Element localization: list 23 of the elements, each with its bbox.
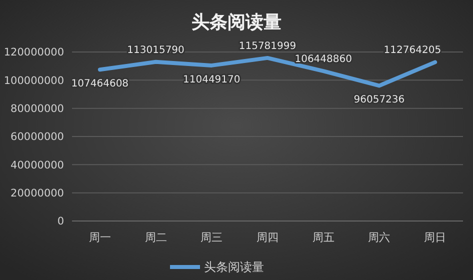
data-label: 106448860 — [294, 54, 352, 66]
chart-title: 头条阅读量 — [192, 12, 282, 33]
x-tick-label: 周四 — [256, 231, 278, 244]
data-label: 110449170 — [183, 74, 240, 86]
y-tick-label: 40000000 — [10, 159, 64, 172]
x-tick-label: 周一 — [88, 231, 111, 244]
y-tick-label: 20000000 — [10, 188, 64, 200]
y-tick-label: 60000000 — [10, 131, 64, 144]
x-tick-label: 周六 — [368, 231, 390, 244]
y-tick-label: 80000000 — [10, 103, 64, 116]
y-tick-label: 0 — [57, 216, 64, 228]
y-tick-label: 100000000 — [4, 74, 64, 87]
x-tick-label: 周五 — [312, 231, 334, 244]
data-label: 113015790 — [127, 44, 184, 56]
x-tick-label: 周二 — [144, 231, 167, 244]
x-tick-label: 周三 — [200, 231, 223, 244]
data-label: 112764205 — [384, 45, 442, 56]
legend-label: 头条阅读量 — [204, 260, 264, 274]
data-label: 115781999 — [238, 40, 296, 52]
y-tick-label: 120000000 — [4, 46, 64, 59]
data-label: 107464608 — [71, 78, 129, 90]
x-tick-label: 周日 — [424, 231, 446, 244]
data-label: 96057236 — [354, 94, 405, 106]
